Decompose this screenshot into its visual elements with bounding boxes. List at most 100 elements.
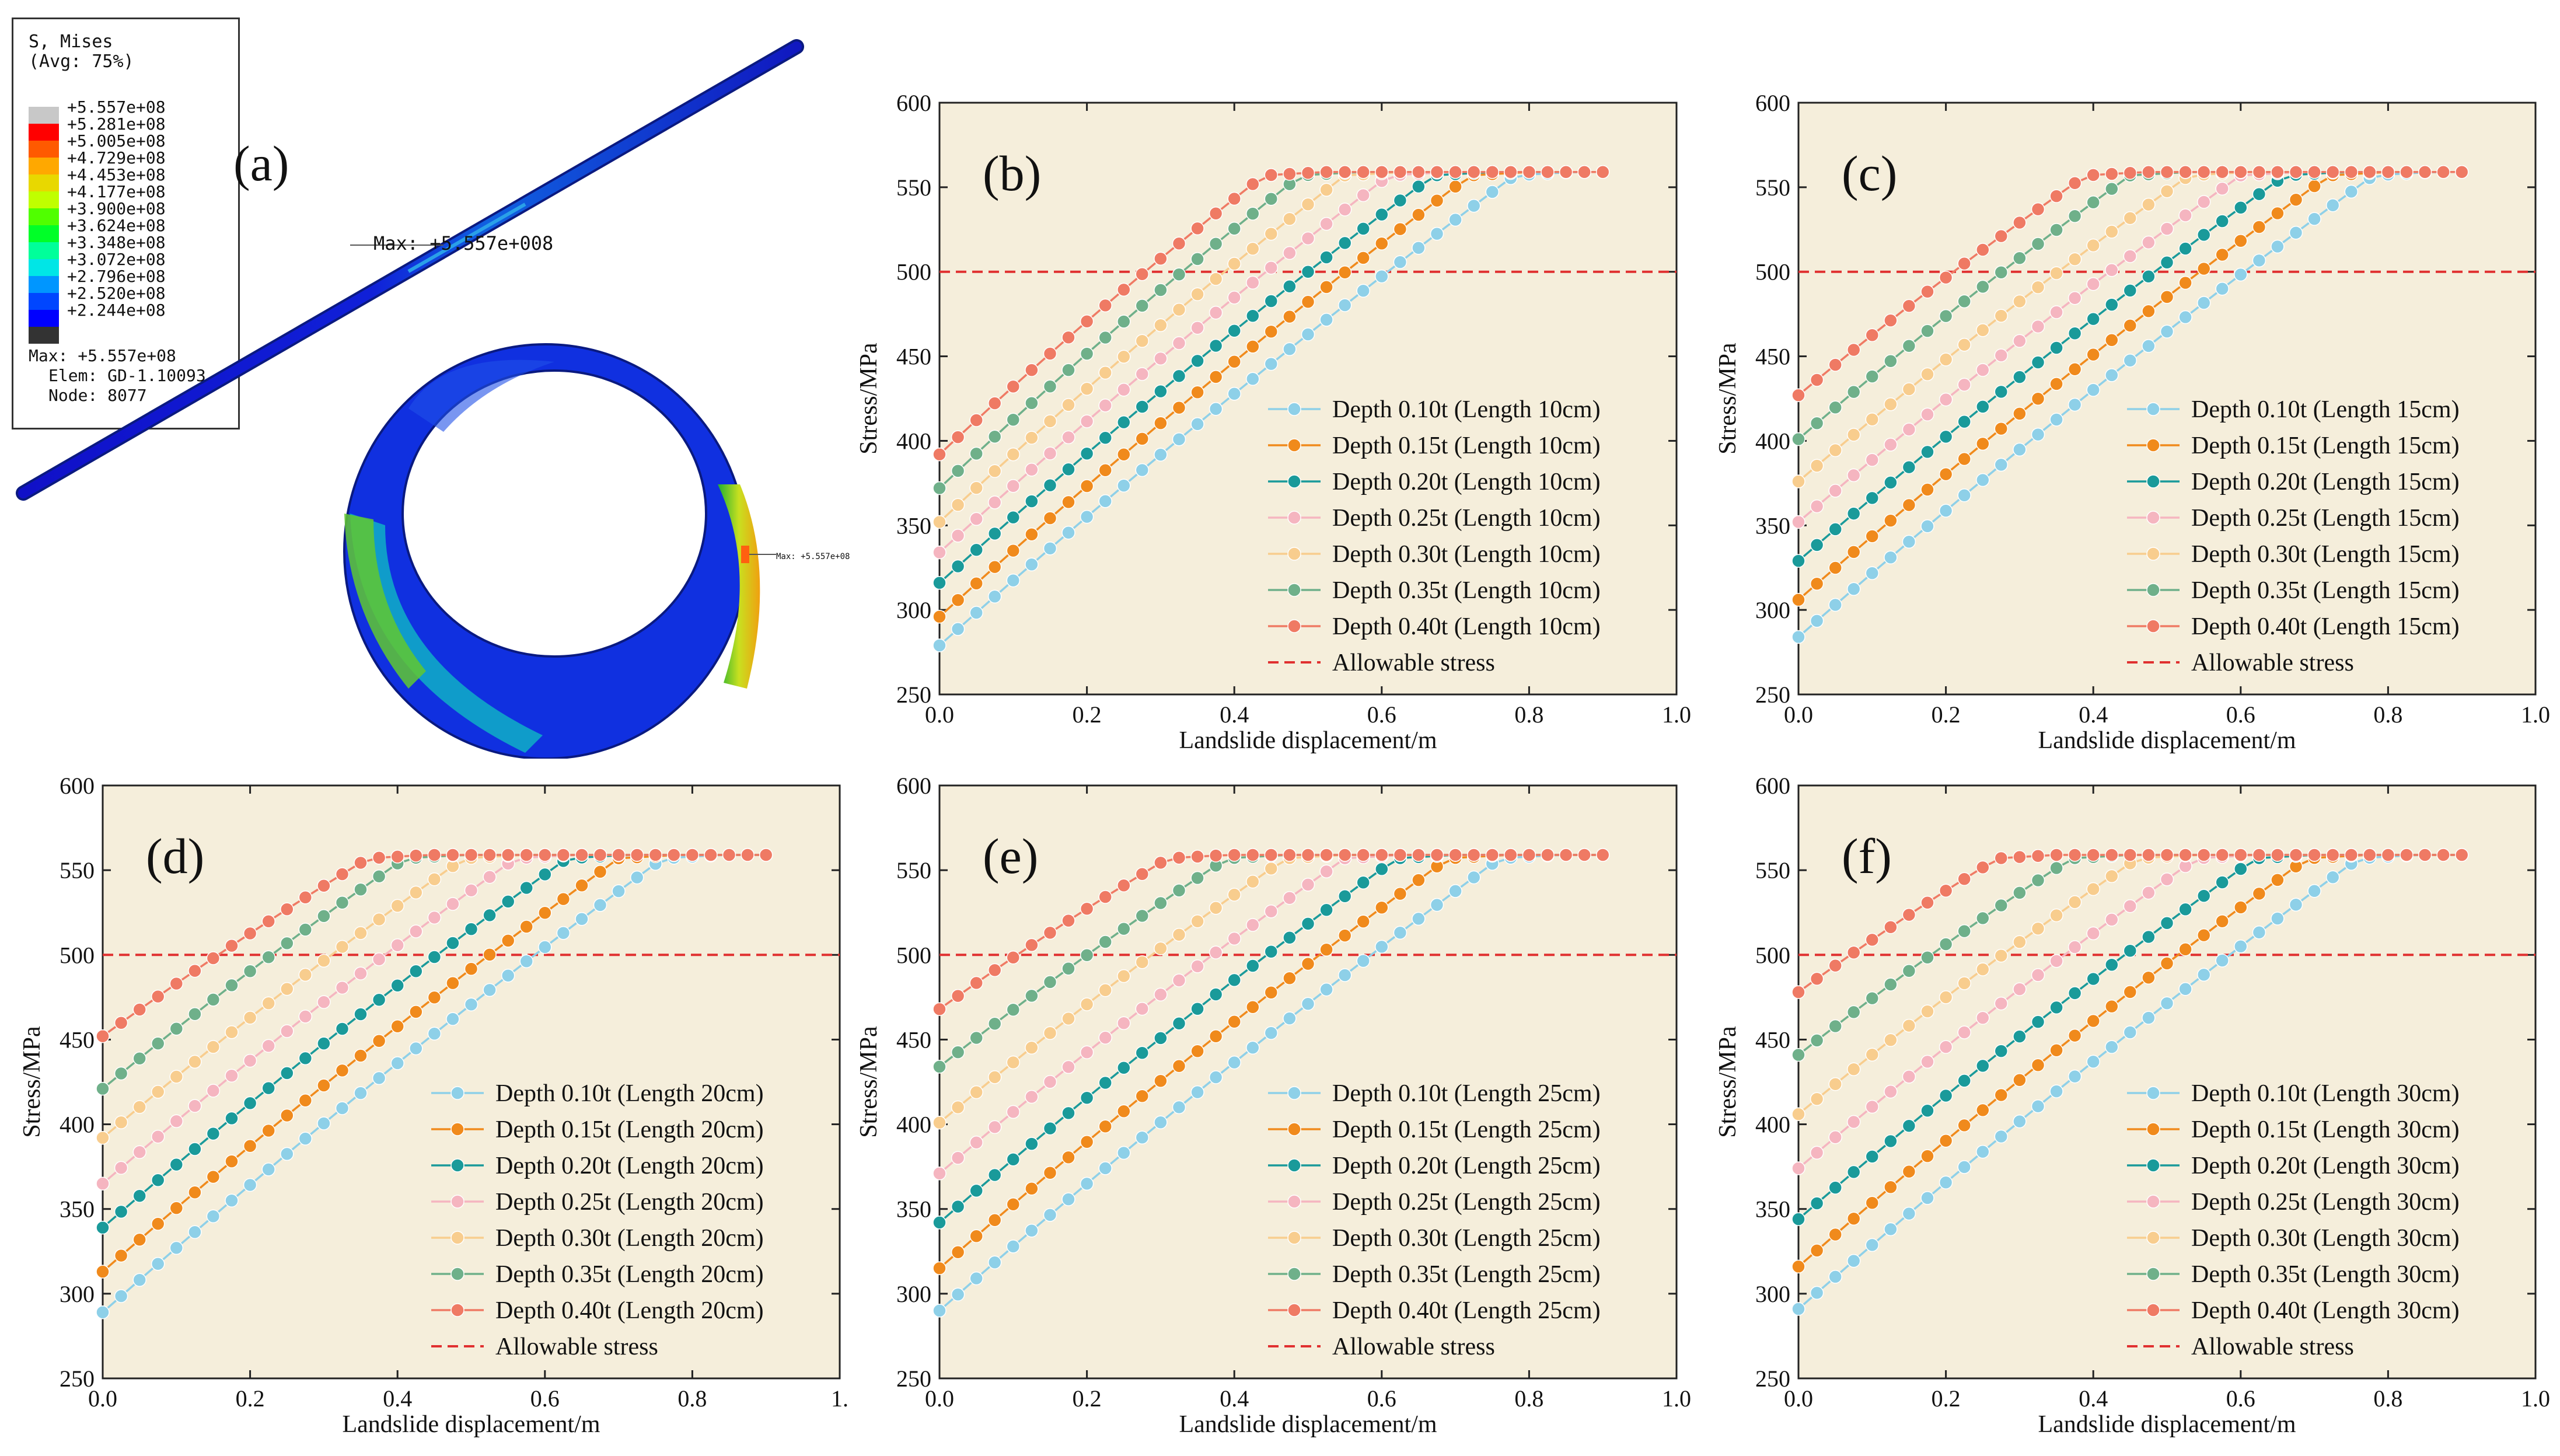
series-point xyxy=(1846,468,1861,483)
series-point xyxy=(593,898,607,912)
series-point xyxy=(169,1201,184,1215)
series-point xyxy=(2049,413,2063,427)
series-point xyxy=(1577,848,1591,862)
y-tick-label: 250 xyxy=(60,1366,95,1392)
series-point xyxy=(2142,165,2156,179)
series-point xyxy=(1810,614,1824,628)
series-point xyxy=(2013,370,2027,384)
series-point xyxy=(1227,191,1241,206)
legend-swatch-marker xyxy=(1287,1195,1301,1209)
series-point xyxy=(1080,1091,1094,1105)
series-point xyxy=(1939,352,1953,366)
series-point xyxy=(114,1066,128,1081)
series-point xyxy=(1098,494,1112,508)
series-point xyxy=(390,1056,404,1070)
series-point xyxy=(519,920,533,934)
series-point xyxy=(1939,392,1953,407)
legend-level-label: +5.281e+08 xyxy=(67,114,166,134)
series-point xyxy=(969,577,983,591)
series-point xyxy=(427,910,442,925)
legend-entry-label: Depth 0.15t (Length 30cm) xyxy=(2191,1116,2460,1143)
series-point xyxy=(933,1115,947,1130)
series-point xyxy=(1337,968,1352,982)
series-point xyxy=(1135,909,1150,923)
legend-swatch-marker xyxy=(2146,1086,2160,1100)
series-point xyxy=(2067,362,2082,376)
series-point xyxy=(987,526,1002,541)
legend-color-band xyxy=(29,310,59,327)
y-axis-label: Stress/MPa xyxy=(19,1026,46,1138)
legend-entry-label: Depth 0.20t (Length 20cm) xyxy=(495,1153,764,1179)
series-point xyxy=(2049,223,2063,237)
series-point xyxy=(1006,951,1021,965)
series-point xyxy=(1264,905,1279,919)
series-point xyxy=(1902,339,1916,353)
series-point xyxy=(206,1084,221,1098)
series-point xyxy=(1117,350,1131,364)
series-point xyxy=(2105,958,2119,972)
series-point xyxy=(483,983,497,997)
series-point xyxy=(1920,519,1934,533)
series-point xyxy=(1190,1002,1204,1016)
series-point xyxy=(2067,940,2082,954)
panel-label: (d) xyxy=(146,828,204,884)
series-point xyxy=(2086,972,2100,986)
series-point xyxy=(1957,1118,1971,1133)
series-point xyxy=(1559,848,1573,862)
series-point xyxy=(969,543,983,557)
legend-swatch-marker xyxy=(450,1303,464,1317)
series-point xyxy=(1264,261,1279,275)
legend-entry-label: Depth 0.35t (Length 15cm) xyxy=(2191,577,2460,604)
series-point xyxy=(317,954,331,968)
series-point xyxy=(987,1017,1002,1031)
series-point xyxy=(1865,1150,1880,1164)
series-point xyxy=(1061,1192,1075,1206)
series-point xyxy=(1902,535,1916,549)
series-point xyxy=(372,912,386,927)
series-point xyxy=(2252,926,2266,940)
series-point xyxy=(2049,908,2063,923)
series-point xyxy=(2234,900,2248,914)
series-point xyxy=(1025,938,1039,952)
series-point xyxy=(1246,207,1260,221)
series-point xyxy=(2178,242,2192,256)
series-point xyxy=(372,952,386,966)
series-point xyxy=(1884,1180,1898,1195)
series-point xyxy=(2289,193,2303,207)
series-point xyxy=(1172,302,1186,317)
series-point xyxy=(2307,179,2321,193)
series-point xyxy=(1393,193,1408,208)
series-point xyxy=(933,1167,947,1181)
series-point xyxy=(2013,294,2027,309)
series-point xyxy=(501,969,515,983)
series-point xyxy=(390,978,404,993)
series-point xyxy=(1025,494,1039,508)
series-point xyxy=(2013,442,2027,457)
series-point xyxy=(2252,886,2266,901)
series-point xyxy=(1098,1119,1112,1134)
series-point xyxy=(2031,280,2045,294)
series-point xyxy=(1227,931,1241,946)
series-point xyxy=(1920,407,1934,421)
series-point xyxy=(1172,432,1186,446)
series-point xyxy=(1135,334,1150,348)
series-point xyxy=(1994,851,2009,865)
series-point xyxy=(1865,328,1880,342)
series-point xyxy=(1337,236,1352,250)
series-point xyxy=(335,1101,350,1115)
series-point xyxy=(2196,165,2211,179)
series-point xyxy=(1448,212,1462,227)
series-point xyxy=(1135,1046,1150,1060)
series-point xyxy=(1283,280,1297,294)
series-point xyxy=(1283,1011,1297,1025)
series-point xyxy=(1828,1130,1842,1144)
series-point xyxy=(593,865,607,879)
series-point xyxy=(1246,372,1260,386)
series-point xyxy=(1080,1134,1094,1149)
series-point xyxy=(390,899,404,913)
series-point xyxy=(2289,165,2303,179)
series-point xyxy=(741,848,755,862)
y-tick-label: 300 xyxy=(60,1281,95,1307)
series-point xyxy=(2067,1069,2082,1084)
series-point xyxy=(1264,324,1279,338)
